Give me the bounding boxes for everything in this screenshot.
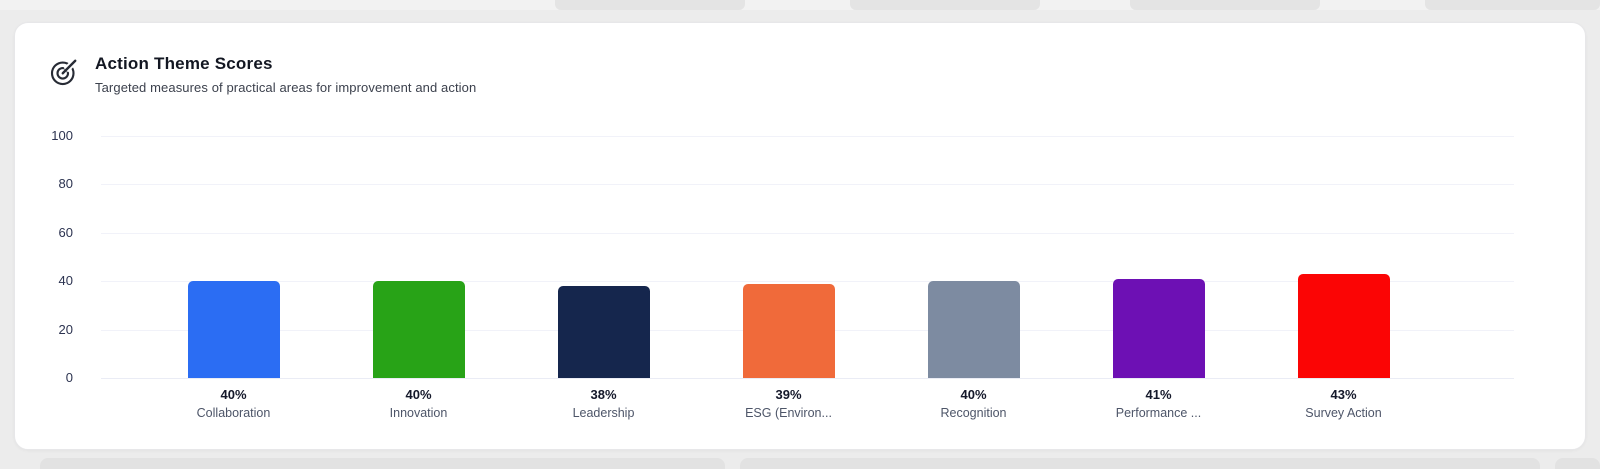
- bar-value-label: 40%: [405, 387, 432, 402]
- bar-slot: [1251, 273, 1436, 378]
- y-axis: 100 80 60 40 20 0: [15, 128, 73, 385]
- bar-slot: [696, 283, 881, 378]
- bar-label-group: 40% Recognition: [881, 386, 1066, 422]
- bar-chart: 100 80 60 40 20 0 40% Collaboration 40% Innov…: [15, 128, 1587, 446]
- bar-category-label: Survey Action: [1305, 406, 1382, 420]
- chart-title: Action Theme Scores: [95, 54, 273, 73]
- gridline: [101, 378, 1514, 379]
- bar-label-group: 40% Collaboration: [141, 386, 326, 422]
- cutoff-card-stub: [850, 0, 1040, 10]
- cutoff-card-stub: [1555, 458, 1600, 469]
- bar[interactable]: [187, 281, 280, 378]
- bar-label-group: 43% Survey Action: [1251, 386, 1436, 422]
- y-tick-label: 0: [65, 370, 73, 385]
- bar-category-label: Leadership: [572, 406, 635, 420]
- y-tick-label: 60: [58, 224, 73, 240]
- gridline: [101, 232, 1514, 234]
- bar-slot: [1066, 278, 1251, 378]
- bar-value-label: 40%: [960, 387, 987, 402]
- bar[interactable]: [1112, 278, 1205, 378]
- bar-slot: [511, 286, 696, 378]
- cutoff-card-stub: [1130, 0, 1320, 10]
- bar-label-group: 38% Leadership: [511, 386, 696, 422]
- bars-row: [101, 136, 1514, 378]
- y-tick-label: 100: [51, 128, 73, 143]
- bar-label-group: 39% ESG (Environ...: [696, 386, 881, 422]
- cutoff-cards-above: [0, 0, 1600, 10]
- bar-value-label: 39%: [775, 387, 802, 402]
- bar[interactable]: [557, 286, 650, 378]
- gridline: [101, 136, 1514, 137]
- bar-value-label: 40%: [220, 387, 247, 402]
- bar-slot: [326, 281, 511, 378]
- bar-value-label: 38%: [590, 387, 617, 402]
- bar-category-label: Recognition: [940, 406, 1007, 420]
- target-goal-icon: [50, 59, 77, 86]
- bar[interactable]: [927, 281, 1020, 378]
- bar[interactable]: [1297, 273, 1390, 378]
- cutoff-card-stub: [740, 458, 1540, 469]
- cutoff-cards-below: [0, 458, 1600, 469]
- gridline: [101, 184, 1514, 186]
- gridline: [101, 281, 1514, 283]
- bar-category-label: Collaboration: [196, 406, 271, 420]
- cutoff-card-stub: [40, 458, 725, 469]
- y-tick-label: 40: [58, 273, 73, 289]
- bar-label-group: 41% Performance ...: [1066, 386, 1251, 422]
- action-theme-scores-card: Action Theme Scores Targeted measures of…: [14, 22, 1586, 450]
- y-tick-label: 80: [58, 176, 73, 192]
- bar-category-label: Performance ...: [1115, 406, 1202, 420]
- plot-area: [101, 136, 1514, 379]
- bar-category-label: ESG (Environ...: [745, 406, 832, 420]
- bar-value-label: 43%: [1330, 387, 1357, 402]
- bar[interactable]: [742, 283, 835, 378]
- card-titles: Action Theme Scores Targeted measures of…: [95, 53, 476, 95]
- chart-subtitle: Targeted measures of practical areas for…: [95, 80, 477, 95]
- bar[interactable]: [372, 281, 465, 378]
- bar-slot: [881, 281, 1066, 378]
- bar-value-label: 41%: [1145, 387, 1172, 402]
- card-header: Action Theme Scores Targeted measures of…: [49, 53, 476, 95]
- bar-category-label: Innovation: [389, 406, 448, 420]
- bar-label-group: 40% Innovation: [326, 386, 511, 422]
- x-axis-labels: 40% Collaboration 40% Innovation 38% Lea…: [101, 386, 1514, 422]
- cutoff-card-stub: [1425, 0, 1600, 10]
- bar-slot: [141, 281, 326, 378]
- y-tick-label: 20: [58, 321, 73, 337]
- cutoff-card-stub: [555, 0, 745, 10]
